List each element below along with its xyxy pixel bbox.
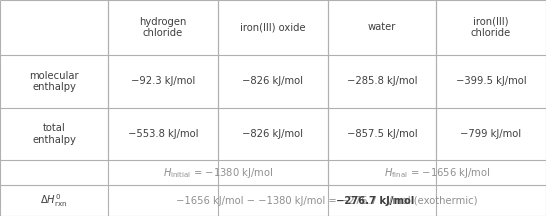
Text: −1656 kJ/mol − −1380 kJ/mol = −276.7 kJ/mol (exothermic): −1656 kJ/mol − −1380 kJ/mol = −276.7 kJ/… (176, 195, 478, 205)
Text: iron(III) oxide: iron(III) oxide (240, 22, 306, 32)
Text: −857.5 kJ/mol: −857.5 kJ/mol (347, 129, 417, 139)
Text: −399.5 kJ/mol: −399.5 kJ/mol (456, 76, 526, 86)
Text: −799 kJ/mol: −799 kJ/mol (460, 129, 521, 139)
Text: iron(III)
chloride: iron(III) chloride (471, 17, 511, 38)
Text: −553.8 kJ/mol: −553.8 kJ/mol (128, 129, 198, 139)
Text: hydrogen
chloride: hydrogen chloride (139, 17, 187, 38)
Text: $\Delta H^0_\mathrm{rxn}$: $\Delta H^0_\mathrm{rxn}$ (40, 192, 68, 209)
Text: −92.3 kJ/mol: −92.3 kJ/mol (131, 76, 195, 86)
Text: total
enthalpy: total enthalpy (32, 123, 76, 145)
Text: $H_\mathrm{final}$ = −1656 kJ/mol: $H_\mathrm{final}$ = −1656 kJ/mol (384, 165, 490, 179)
Text: −826 kJ/mol: −826 kJ/mol (242, 76, 304, 86)
Text: −826 kJ/mol: −826 kJ/mol (242, 129, 304, 139)
Text: water: water (368, 22, 396, 32)
Text: $H_\mathrm{initial}$ = −1380 kJ/mol: $H_\mathrm{initial}$ = −1380 kJ/mol (163, 165, 274, 179)
Text: −276.7 kJ/mol: −276.7 kJ/mol (336, 195, 414, 205)
Text: −285.8 kJ/mol: −285.8 kJ/mol (347, 76, 417, 86)
Text: molecular
enthalpy: molecular enthalpy (29, 71, 79, 92)
